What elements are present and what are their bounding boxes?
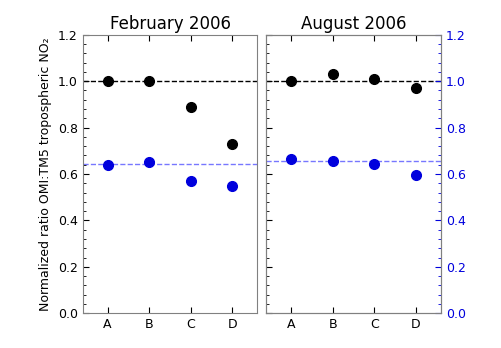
Title: August 2006: August 2006 (301, 15, 406, 33)
Y-axis label: Normalized ratio OMI:TM5 tropospheric NO₂: Normalized ratio OMI:TM5 tropospheric NO… (39, 37, 52, 311)
Title: February 2006: February 2006 (110, 15, 230, 33)
